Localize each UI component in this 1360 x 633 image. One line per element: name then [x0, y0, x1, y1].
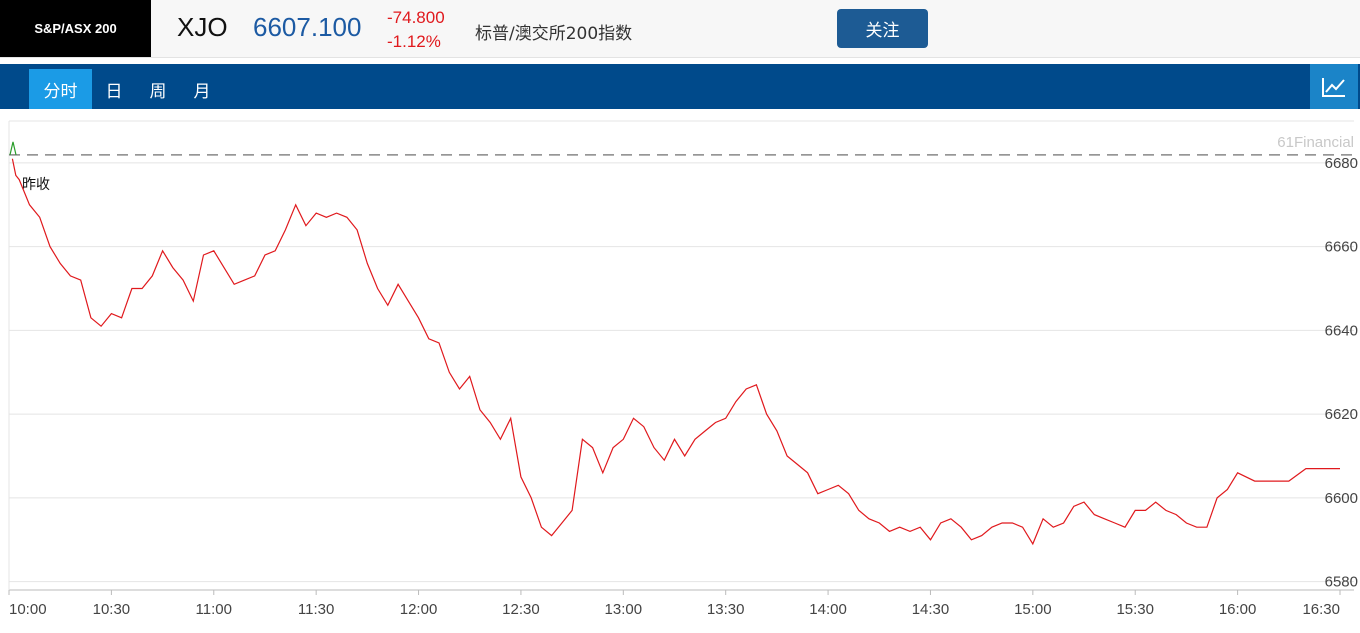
chart-grid [8, 120, 1354, 591]
x-tick-label: 16:30 [1302, 601, 1340, 618]
quote-header: S&P/ASX 200 XJO 6607.100 -74.800 -1.12% … [0, 0, 1360, 58]
x-tick-label: 15:00 [1014, 601, 1052, 618]
x-tick-label: 16:00 [1219, 601, 1257, 618]
y-tick-label: 6680 [1325, 155, 1358, 172]
x-tick-label: 11:30 [298, 601, 334, 618]
x-axis: 10:00 10:30 11:00 11:30 12:00 12:30 13:00 13:30… [8, 590, 1341, 618]
x-tick-label: 12:00 [400, 601, 438, 618]
y-tick-label: 6660 [1325, 239, 1358, 256]
tab-monthly[interactable]: 月 [193, 81, 211, 102]
y-tick-label: 6580 [1325, 574, 1358, 591]
follow-button[interactable]: 关注 [837, 9, 928, 48]
x-tick-label: 10:00 [9, 601, 47, 618]
tab-intraday[interactable]: 分时 [29, 69, 92, 109]
y-tick-label: 6640 [1325, 322, 1358, 339]
x-tick-label: 14:00 [809, 601, 847, 618]
intraday-line-chart: 61Financial 昨收 658066006620664066606680 … [8, 120, 1358, 618]
line-chart-icon [1322, 77, 1345, 97]
price-series-line [11, 158, 1340, 546]
ticker-symbol: XJO [177, 12, 228, 42]
y-tick-label: 6620 [1325, 406, 1358, 423]
chart-type-toggle-button[interactable] [1310, 64, 1358, 109]
chart-brand-watermark: 61Financial [1277, 134, 1354, 151]
x-tick-label: 12:30 [502, 601, 540, 618]
x-tick-label: 13:30 [707, 601, 745, 618]
index-name: 标普/澳交所200指数 [475, 24, 633, 44]
y-tick-label: 6600 [1325, 490, 1358, 507]
last-price: 6607.100 [253, 12, 362, 42]
index-badge: S&P/ASX 200 [0, 0, 151, 57]
period-tab-bar: 分时 日 周 月 [0, 64, 1360, 109]
opening-uptick-segment [9, 141, 17, 156]
price-change: -74.800 [387, 8, 445, 27]
prev-close-label: 昨收 [22, 177, 50, 193]
x-tick-label: 14:30 [912, 601, 950, 618]
y-axis: 6580 6600 6620 6640 6660 6680 [1325, 155, 1358, 591]
x-tick-label: 13:00 [605, 601, 643, 618]
price-change-block: -74.800 -1.12% [387, 6, 445, 54]
x-tick-label: 10:30 [93, 601, 131, 618]
x-tick-label: 15:30 [1116, 601, 1154, 618]
price-change-percent: -1.12% [387, 32, 441, 51]
tab-daily[interactable]: 日 [105, 81, 123, 102]
tab-weekly[interactable]: 周 [149, 81, 167, 102]
x-tick-label: 11:00 [196, 601, 232, 618]
